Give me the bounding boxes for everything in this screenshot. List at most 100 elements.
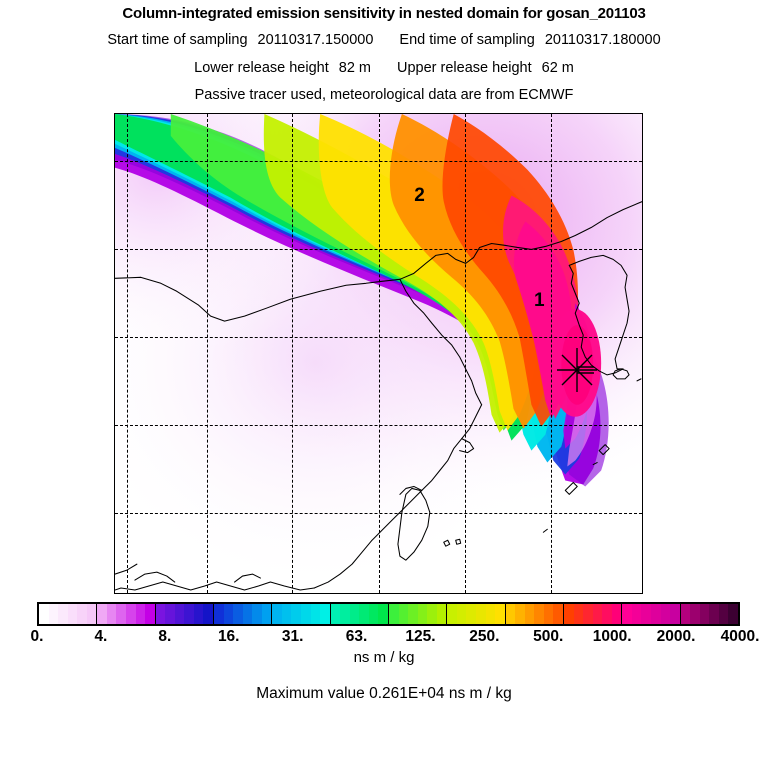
colorbar-subband (301, 604, 311, 624)
colorbar-tick-label: 1000. (592, 628, 632, 645)
colorbar-subband (233, 604, 243, 624)
colorbar-subband (622, 604, 632, 624)
colorbar-subband (699, 604, 710, 624)
colorbar-subband (495, 604, 505, 624)
colorbar-subband (165, 604, 175, 624)
colorbar-subband (728, 604, 738, 624)
colorbar: 0. 4. 8. 16. 31. 63. 125. 250. 500. 1000. 2000. 400… (31, 602, 759, 645)
coastline-overlay (115, 201, 642, 591)
gridline-horizontal (115, 424, 642, 426)
colorbar-subband (97, 604, 107, 624)
colorbar-scale (37, 602, 740, 626)
colorbar-units-label: ns m / kg (353, 649, 415, 666)
release-site-marker[interactable] (554, 347, 600, 393)
colorbar-subband (602, 604, 612, 624)
colorbar-subband (553, 604, 563, 624)
colorbar-subband (126, 604, 136, 624)
colorbar-segment (388, 604, 448, 624)
colorbar-subband (106, 604, 117, 624)
colorbar-subband (611, 604, 622, 624)
colorbar-subband (505, 604, 516, 624)
colorbar-subband (340, 604, 350, 624)
colorbar-subband (573, 604, 584, 624)
colorbar-subband (261, 604, 272, 624)
end-time-value: 20110317.180000 (544, 32, 661, 48)
gridline-vertical (127, 114, 129, 593)
colorbar-subband (378, 604, 389, 624)
colorbar-subband (515, 604, 525, 624)
start-time-value: 20110317.150000 (257, 32, 374, 48)
upper-release-label: Upper release height (397, 60, 532, 76)
emission-sensitivity-field (115, 114, 642, 593)
colorbar-subband (650, 604, 661, 624)
colorbar-subband (534, 604, 544, 624)
colorbar-subband (427, 604, 437, 624)
colorbar-tick-label: 4000. (720, 628, 760, 645)
method-note: Passive tracer used, meteorological data… (194, 87, 574, 103)
colorbar-subband (456, 604, 467, 624)
colorbar-segment (213, 604, 273, 624)
page-title: Column-integrated emission sensitivity i… (122, 5, 646, 22)
colorbar-subband (436, 604, 447, 624)
colorbar-subband (359, 604, 369, 624)
colorbar-subband (213, 604, 224, 624)
gridline-vertical (292, 114, 294, 593)
colorbar-subband (543, 604, 554, 624)
colorbar-subband (242, 604, 253, 624)
colorbar-segment (272, 604, 331, 624)
colorbar-subband (67, 604, 78, 624)
colorbar-subband (447, 604, 457, 624)
colorbar-subband (718, 604, 729, 624)
colorbar-subband (388, 604, 399, 624)
gridline-horizontal (115, 248, 642, 250)
colorbar-subband (631, 604, 642, 624)
colorbar-subband (368, 604, 379, 624)
gridline-vertical (379, 114, 381, 593)
gridline-horizontal (115, 160, 642, 162)
colorbar-subband (709, 604, 719, 624)
colorbar-tick-label: 0. (30, 628, 44, 645)
colorbar-tick-label: 63. (345, 628, 368, 645)
colorbar-subband (193, 604, 204, 624)
colorbar-tick-label: 125. (405, 628, 436, 645)
colorbar-segment (563, 604, 623, 624)
colorbar-tick-label: 31. (281, 628, 304, 645)
colorbar-segment (155, 604, 214, 624)
colorbar-subband (58, 604, 68, 624)
colorbar-subband (39, 604, 49, 624)
colorbar-subband (670, 604, 680, 624)
colorbar-subband (223, 604, 234, 624)
colorbar-subband (417, 604, 428, 624)
gridline-horizontal (115, 512, 642, 514)
colorbar-tick-label: 250. (469, 628, 500, 645)
colorbar-subband (281, 604, 292, 624)
lower-release-label: Lower release height (194, 60, 329, 76)
colorbar-subband (330, 604, 341, 624)
colorbar-subband (680, 604, 691, 624)
colorbar-subband (272, 604, 282, 624)
colorbar-subband (48, 604, 59, 624)
colorbar-subband (398, 604, 409, 624)
colorbar-subband (563, 604, 574, 624)
colorbar-subband (485, 604, 496, 624)
colorbar-segment (39, 604, 98, 624)
colorbar-tick-label: 8. (158, 628, 172, 645)
map-plot-panel[interactable]: 1 2 (114, 113, 643, 594)
plume-label-2: 2 (414, 185, 425, 207)
colorbar-subband (116, 604, 127, 624)
colorbar-subband (660, 604, 671, 624)
colorbar-tick-label: 4. (94, 628, 108, 645)
gridline-vertical (465, 114, 467, 593)
colorbar-subband (320, 604, 330, 624)
colorbar-subband (466, 604, 476, 624)
colorbar-tick-labels: 0. 4. 8. 16. 31. 63. 125. 250. 500. 1000. 2000. 400… (31, 628, 768, 648)
sampling-time-line: Start time of sampling 20110317.150000 End… (0, 32, 768, 48)
plume-label-1: 1 (533, 289, 545, 311)
maximum-value-label: Maximum value 0.261E+04 ns m / kg (256, 685, 512, 702)
colorbar-subband (77, 604, 87, 624)
colorbar-subband (641, 604, 651, 624)
upper-release-value: 62 m (541, 60, 574, 76)
colorbar-subband (203, 604, 214, 624)
colorbar-subband (145, 604, 155, 624)
colorbar-subband (135, 604, 146, 624)
